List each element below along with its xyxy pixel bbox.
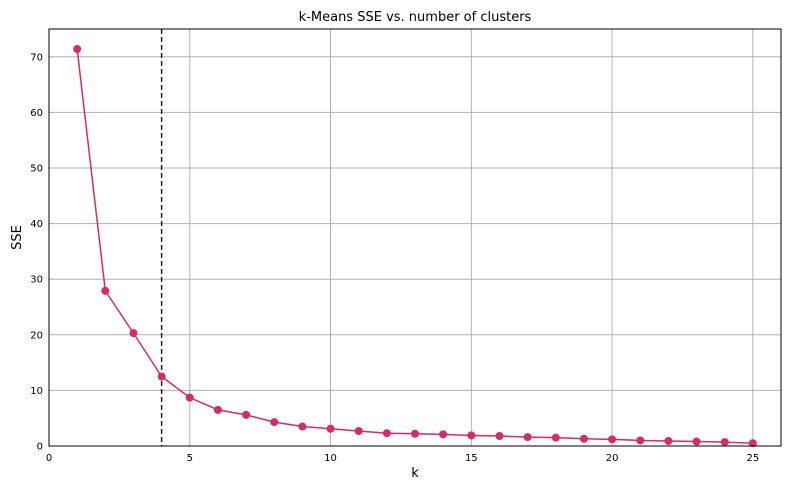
chart-title: k-Means SSE vs. number of clusters <box>299 10 532 25</box>
y-tick-label: 30 <box>30 275 43 286</box>
sse-data-point <box>439 430 448 439</box>
y-tick-label: 50 <box>30 164 43 175</box>
x-axis-label: k <box>411 466 419 481</box>
x-tick-label: 10 <box>324 453 337 464</box>
x-tick-label: 5 <box>187 453 193 464</box>
sse-data-point <box>495 431 504 440</box>
sse-data-point <box>692 437 701 446</box>
grid <box>48 29 781 447</box>
sse-data-point <box>270 418 279 427</box>
sse-data-point <box>608 435 617 444</box>
sse-data-point <box>382 429 391 438</box>
y-axis-label: SSE <box>10 225 25 250</box>
sse-data-point <box>101 286 110 295</box>
x-tick-label: 0 <box>46 453 52 464</box>
sse-data-point <box>523 433 532 442</box>
x-tick-label: 20 <box>606 453 619 464</box>
x-tick-label: 15 <box>465 453 478 464</box>
sse-data-point <box>213 405 222 414</box>
ticks: 0 5 10 15 20 25 0 10 20 30 40 50 60 70 <box>30 52 759 464</box>
y-tick-label: 70 <box>30 52 43 63</box>
sse-data-point <box>748 439 757 448</box>
sse-data-point <box>664 436 673 445</box>
sse-series-line <box>76 48 753 444</box>
sse-data-point <box>326 424 335 433</box>
y-tick-label: 0 <box>37 442 43 453</box>
series-layer <box>73 45 757 448</box>
x-tick-label: 25 <box>746 453 759 464</box>
sse-data-point <box>411 429 419 438</box>
y-tick-label: 10 <box>30 386 43 397</box>
sse-data-point <box>298 422 307 431</box>
plot-frame <box>48 28 782 447</box>
sse-data-point <box>579 434 588 443</box>
sse-data-point <box>242 410 251 419</box>
sse-data-point <box>467 431 476 440</box>
y-tick-label: 20 <box>30 330 43 341</box>
y-tick-label: 60 <box>30 108 43 119</box>
sse-data-point <box>551 433 560 442</box>
sse-data-point <box>73 45 82 54</box>
sse-data-point <box>157 372 166 381</box>
sse-data-point <box>354 426 363 435</box>
y-tick-label: 40 <box>30 219 43 230</box>
sse-data-point <box>129 329 138 338</box>
sse-data-point <box>720 438 729 447</box>
sse-data-point <box>636 436 645 445</box>
sse-data-point <box>185 393 194 402</box>
